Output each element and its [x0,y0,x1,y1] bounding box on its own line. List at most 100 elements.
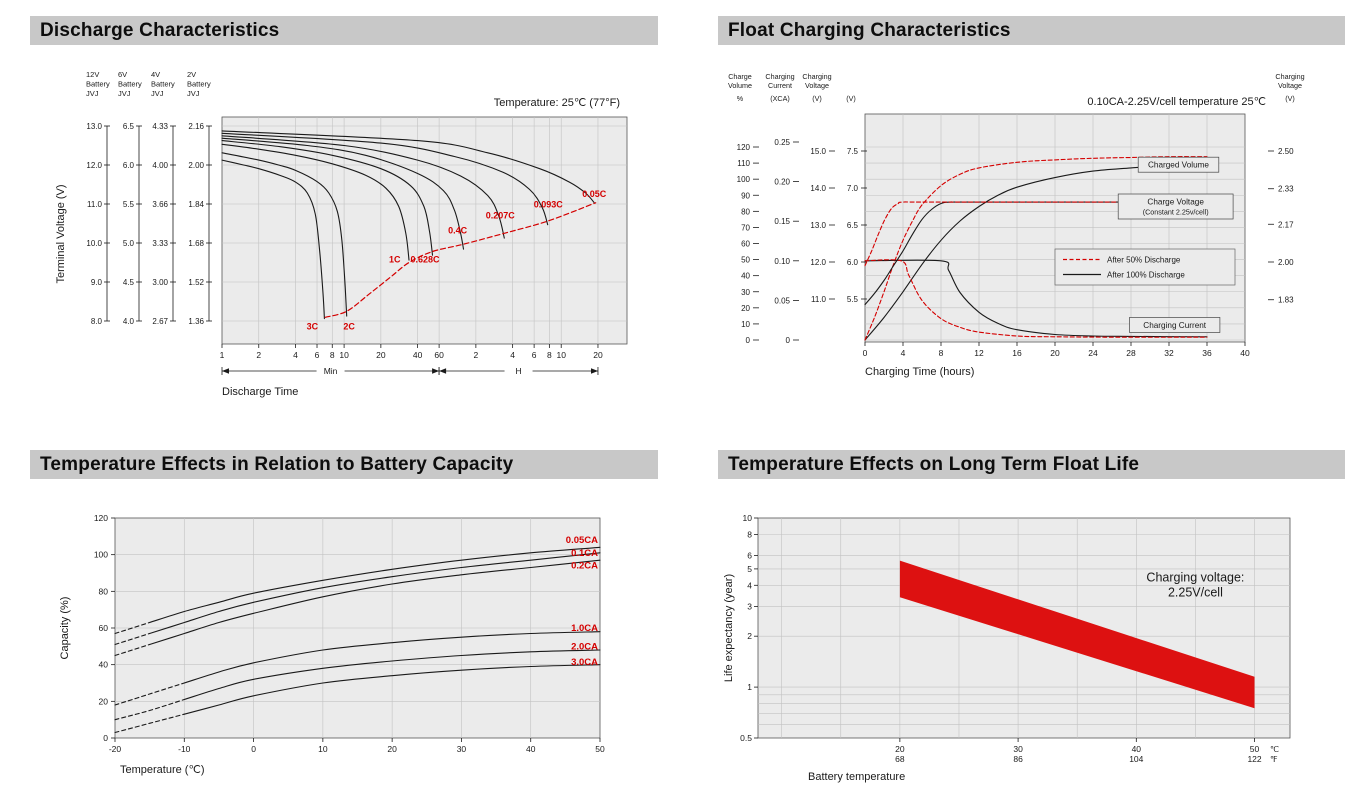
x-tick-label: 2 [474,350,479,360]
x-tick-label-celsius: 30 [1013,744,1023,754]
discharge-curve-0.05C [221,130,595,204]
x-tick-label: 8 [330,350,335,360]
curve-charging-current-100 [864,259,1208,338]
scale-tick-label: 13.0 [86,122,102,131]
y-axis-title: Capacity (%) [59,597,71,660]
series-label: 0.2CA [571,561,598,572]
capacity-envelope-dashed [324,202,597,318]
curve-label: 0.4C [448,225,468,235]
legend-box [1054,248,1236,286]
scale-tick-label: 13.0 [810,221,826,230]
y-tick-label: 0.5 [740,733,752,743]
axis-unit-label: Min [324,366,338,376]
x-tick-label: 28 [1126,348,1136,358]
series-label: 0.05CA [566,535,598,546]
scale-tick-label: 120 [737,143,751,152]
float-charging-chart: ChargeVolume%120110100908070605040302010… [728,72,1305,378]
capacity-curve-dashed-0.2CA [114,643,151,657]
scale-tick-label: 2.17 [1278,220,1294,229]
x-tick-label: 32 [1164,348,1174,358]
scale-tick-label: 15.0 [810,147,826,156]
x-tick-label: 0 [251,744,256,754]
capacity-curve-2.0CA [183,649,601,701]
discharge-curve-0.628C [221,140,434,256]
battery-column-header: JVJ [187,89,200,98]
scale-tick-label: 1.84 [188,200,204,209]
capacity-curve-dashed-0.05CA [114,621,151,635]
axis-column-header: Voltage [805,81,829,90]
section-title: Temperature Effects in Relation to Batte… [40,453,514,475]
scale-tick-label: 3.66 [152,200,168,209]
axis-unit-label: (V) [1285,94,1295,103]
curve-label: 1C [389,255,401,265]
life-expectancy-band [899,560,1255,709]
legend-label: After 100% Discharge [1107,271,1185,280]
scale-tick-label: 0.25 [774,138,790,147]
capacity-curve-dashed-3.0CA [114,713,185,734]
arrowhead-icon [591,368,598,374]
scale-tick-label: 3.33 [152,239,168,248]
scale-tick-label: 2.67 [152,317,168,326]
x-axis-title: Discharge Time [222,386,298,398]
curve-label: 3C [307,322,319,332]
axis-column-header: Current [768,81,792,90]
scale-tick-label: 80 [741,207,750,216]
scale-tick-label: 2.00 [1278,258,1294,267]
battery-column-header: 6V [118,70,127,79]
battery-column-header: Battery [187,80,211,89]
capacity-curve-0.2CA [149,559,601,646]
x-tick-label: 40 [526,744,536,754]
x-tick-label: 6 [532,350,537,360]
scale-tick-label: 10 [741,320,750,329]
axis-unit-bg [504,366,533,376]
scale-tick-label: 8.0 [91,317,103,326]
x-tick-label: 40 [413,350,423,360]
scale-tick-label: 14.0 [810,184,826,193]
y-tick-label: 1 [747,682,752,692]
scale-tick-label: 10.0 [86,239,102,248]
x-tick-label: 4 [293,350,298,360]
y-tick-label: 80 [99,586,109,596]
scale-tick-label: 6.5 [123,122,135,131]
panel-discharge: Discharge Characteristics 12V Battery JVJ 1… [30,16,658,409]
scale-tick-label: 6.0 [123,161,135,170]
scale-tick-label: 4.00 [152,161,168,170]
scale-tick-label: 4.5 [123,278,135,287]
x-tick-label: 36 [1202,348,1212,358]
curve-label: Charge Voltage [1147,198,1204,207]
axis-unit-label: % [737,94,744,103]
x-tick-label-celsius: 50 [1250,744,1260,754]
x-tick-label: 30 [457,744,467,754]
scale-tick-label: 0.15 [774,217,790,226]
x-tick-label: 1 [220,350,225,360]
capacity-curve-dashed-1.0CA [114,682,185,706]
y-tick-label: 4 [747,580,752,590]
battery-column-header: JVJ [118,89,131,98]
scale-tick-label: 5.0 [123,239,135,248]
battery-column-header: 12V [86,70,99,79]
x-tick-label-fahrenheit: 68 [895,754,905,764]
y-axis-title: Terminal Voltage (V) [55,184,67,283]
curve-charged-volume-50 [864,156,1208,341]
section-header-discharge: Discharge Characteristics [30,16,658,45]
discharge-chart: 12VBatteryJVJ13.012.011.010.09.08.06VBat… [55,70,628,398]
scale-tick-label: 90 [741,191,750,200]
x-tick-label-celsius: 20 [895,744,905,754]
y-tick-label: 8 [747,529,752,539]
capacity-curve-dashed-0.1CA [114,632,151,646]
section-header-float-charging: Float Charging Characteristics [718,16,1345,45]
scale-tick-label: 5.5 [123,200,135,209]
section-header-capacity: Temperature Effects in Relation to Batte… [30,450,658,479]
section-title: Float Charging Characteristics [728,19,1011,41]
annotation-text: 2.25V/cell [1168,586,1223,600]
battery-column-header: JVJ [86,89,99,98]
scale-tick-label: 12.0 [86,161,102,170]
curve-charged-volume-100 [864,164,1208,341]
scale-tick-label: 12.0 [810,258,826,267]
discharge-curve-0.4C [221,137,465,250]
scale-tick-label: 110 [737,159,750,168]
scale-tick-label: 30 [741,288,750,297]
x-tick-label: 20 [1050,348,1060,358]
scale-tick-label: 1.68 [188,239,204,248]
scale-tick-label: 6.0 [847,258,859,267]
